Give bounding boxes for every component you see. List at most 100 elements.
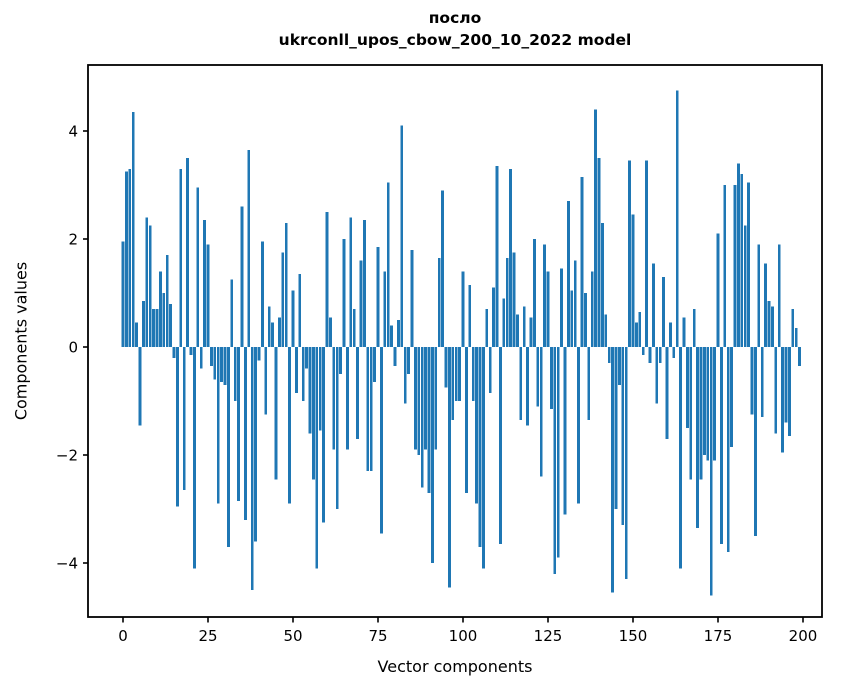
- bar: [298, 274, 302, 347]
- bar: [502, 298, 506, 347]
- bar: [703, 347, 706, 455]
- bar: [373, 347, 376, 383]
- bar: [567, 201, 570, 347]
- bar: [247, 149, 251, 347]
- bar: [193, 347, 196, 569]
- bar: [577, 347, 580, 504]
- bar: [420, 347, 424, 488]
- bar: [363, 220, 366, 347]
- bar: [414, 347, 417, 450]
- bar: [325, 212, 329, 347]
- bar: [417, 347, 421, 455]
- bar: [179, 168, 183, 347]
- bar: [611, 347, 614, 593]
- bar: [216, 347, 220, 504]
- bar: [172, 347, 176, 358]
- x-tick-label: 75: [368, 627, 387, 645]
- bar: [730, 347, 733, 447]
- bar: [254, 347, 257, 542]
- bar: [332, 347, 336, 450]
- bar: [628, 160, 631, 347]
- bar: [665, 347, 669, 439]
- bar: [686, 347, 689, 428]
- bar: [390, 325, 393, 347]
- bar: [607, 347, 611, 364]
- bar: [128, 168, 132, 347]
- bar: [274, 347, 278, 480]
- bar: [152, 309, 155, 347]
- bar: [230, 279, 234, 347]
- bar: [189, 347, 193, 356]
- bar: [621, 347, 625, 526]
- bar: [155, 309, 159, 347]
- bar: [522, 306, 526, 347]
- bar: [458, 347, 461, 401]
- bars-group: [121, 90, 801, 596]
- bar: [672, 347, 676, 358]
- bar: [675, 90, 679, 347]
- bar: [305, 347, 308, 369]
- bar: [767, 301, 771, 347]
- bar: [322, 347, 325, 523]
- bar: [699, 347, 703, 480]
- bar: [437, 257, 441, 347]
- bar: [284, 222, 288, 347]
- bar: [546, 271, 550, 347]
- bar: [798, 347, 801, 366]
- bar: [427, 347, 431, 493]
- bar: [400, 125, 404, 347]
- x-tick-label: 50: [283, 627, 302, 645]
- bar: [509, 168, 512, 347]
- x-tick-label: 175: [704, 627, 733, 645]
- bar: [403, 347, 407, 404]
- bar: [434, 347, 438, 450]
- x-tick-label: 100: [449, 627, 478, 645]
- bar: [624, 347, 628, 580]
- bar: [594, 109, 597, 348]
- bar: [529, 317, 533, 347]
- bar: [257, 347, 261, 361]
- bar: [478, 347, 482, 547]
- bar: [227, 347, 230, 547]
- y-tick-label: 4: [68, 123, 78, 141]
- bar: [386, 182, 390, 347]
- bar: [696, 347, 699, 528]
- bar: [720, 347, 723, 545]
- bar: [645, 160, 648, 347]
- bar: [716, 233, 720, 347]
- bar: [165, 255, 169, 347]
- bar: [777, 244, 781, 347]
- bar: [662, 276, 665, 347]
- bar: [182, 347, 186, 491]
- bar: [250, 347, 254, 590]
- bar: [587, 347, 591, 420]
- bar: [288, 347, 291, 504]
- bar: [335, 347, 339, 509]
- bar: [448, 347, 451, 588]
- bar: [281, 252, 285, 347]
- bar: [601, 222, 604, 347]
- bar: [356, 347, 359, 439]
- bar: [553, 347, 557, 574]
- bar: [148, 225, 152, 347]
- bar: [638, 311, 642, 347]
- bar: [635, 322, 638, 347]
- x-tick-label: 25: [198, 627, 217, 645]
- bar: [499, 347, 502, 545]
- bar: [196, 187, 200, 347]
- plot-area-spines: [87, 64, 823, 618]
- bar: [145, 217, 149, 347]
- bar: [223, 347, 227, 385]
- bar: [339, 347, 342, 374]
- bar: [383, 271, 387, 347]
- bar: [757, 244, 761, 347]
- bar: [492, 287, 495, 347]
- bar: [213, 347, 217, 380]
- bar: [315, 347, 319, 569]
- bar: [346, 347, 349, 450]
- chart-title-line2: ukrconll_upos_cbow_200_10_2022 model: [278, 31, 632, 50]
- bar: [349, 217, 353, 347]
- bar: [771, 306, 774, 347]
- bar: [240, 206, 244, 347]
